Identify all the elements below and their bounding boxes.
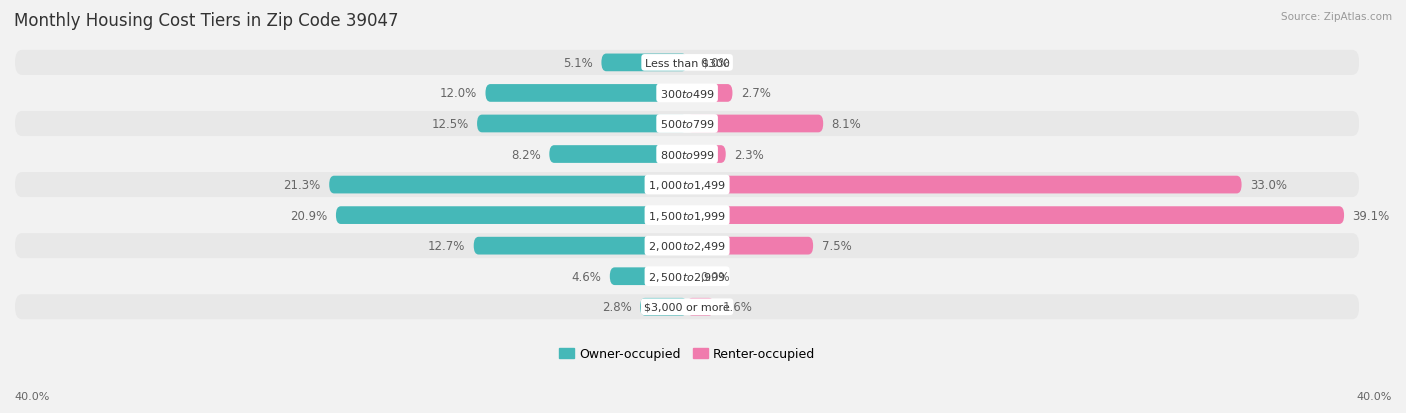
Text: 21.3%: 21.3% <box>284 179 321 192</box>
Text: $3,000 or more: $3,000 or more <box>644 302 730 312</box>
FancyBboxPatch shape <box>688 298 714 316</box>
FancyBboxPatch shape <box>15 142 1360 167</box>
FancyBboxPatch shape <box>15 294 1360 320</box>
FancyBboxPatch shape <box>15 112 1360 137</box>
Text: Monthly Housing Cost Tiers in Zip Code 39047: Monthly Housing Cost Tiers in Zip Code 3… <box>14 12 398 30</box>
Legend: Owner-occupied, Renter-occupied: Owner-occupied, Renter-occupied <box>554 342 820 366</box>
FancyBboxPatch shape <box>688 237 813 255</box>
Text: 7.5%: 7.5% <box>821 240 851 253</box>
Text: 0.0%: 0.0% <box>700 270 730 283</box>
Text: 39.1%: 39.1% <box>1353 209 1389 222</box>
Text: $1,500 to $1,999: $1,500 to $1,999 <box>648 209 727 222</box>
FancyBboxPatch shape <box>640 298 688 316</box>
FancyBboxPatch shape <box>474 237 688 255</box>
FancyBboxPatch shape <box>15 51 1360 76</box>
FancyBboxPatch shape <box>15 234 1360 259</box>
Text: 8.1%: 8.1% <box>831 118 862 131</box>
Text: 1.6%: 1.6% <box>723 301 752 313</box>
FancyBboxPatch shape <box>15 173 1360 197</box>
Text: $800 to $999: $800 to $999 <box>659 149 714 161</box>
Text: Less than $300: Less than $300 <box>645 58 730 68</box>
Text: 8.2%: 8.2% <box>512 148 541 161</box>
Text: $2,500 to $2,999: $2,500 to $2,999 <box>648 270 727 283</box>
FancyBboxPatch shape <box>329 176 688 194</box>
FancyBboxPatch shape <box>550 146 688 164</box>
FancyBboxPatch shape <box>15 81 1360 106</box>
Text: 40.0%: 40.0% <box>14 391 49 401</box>
Text: 0.0%: 0.0% <box>700 57 730 70</box>
FancyBboxPatch shape <box>477 115 688 133</box>
Text: 12.7%: 12.7% <box>427 240 465 253</box>
FancyBboxPatch shape <box>688 115 823 133</box>
FancyBboxPatch shape <box>688 85 733 102</box>
FancyBboxPatch shape <box>336 207 688 224</box>
Text: 2.7%: 2.7% <box>741 87 770 100</box>
Text: 12.0%: 12.0% <box>440 87 477 100</box>
FancyBboxPatch shape <box>688 146 725 164</box>
Text: Source: ZipAtlas.com: Source: ZipAtlas.com <box>1281 12 1392 22</box>
FancyBboxPatch shape <box>15 264 1360 289</box>
FancyBboxPatch shape <box>688 207 1344 224</box>
Text: 5.1%: 5.1% <box>564 57 593 70</box>
FancyBboxPatch shape <box>610 268 688 285</box>
FancyBboxPatch shape <box>485 85 688 102</box>
Text: 20.9%: 20.9% <box>290 209 328 222</box>
FancyBboxPatch shape <box>602 55 688 72</box>
Text: $500 to $799: $500 to $799 <box>659 118 714 130</box>
Text: 2.3%: 2.3% <box>734 148 763 161</box>
Text: $1,000 to $1,499: $1,000 to $1,499 <box>648 179 727 192</box>
Text: $300 to $499: $300 to $499 <box>659 88 714 100</box>
Text: 4.6%: 4.6% <box>571 270 602 283</box>
Text: 40.0%: 40.0% <box>1357 391 1392 401</box>
Text: 12.5%: 12.5% <box>432 118 468 131</box>
Text: 2.8%: 2.8% <box>602 301 631 313</box>
FancyBboxPatch shape <box>688 176 1241 194</box>
Text: 33.0%: 33.0% <box>1250 179 1286 192</box>
FancyBboxPatch shape <box>15 203 1360 228</box>
Text: $2,000 to $2,499: $2,000 to $2,499 <box>648 240 727 253</box>
